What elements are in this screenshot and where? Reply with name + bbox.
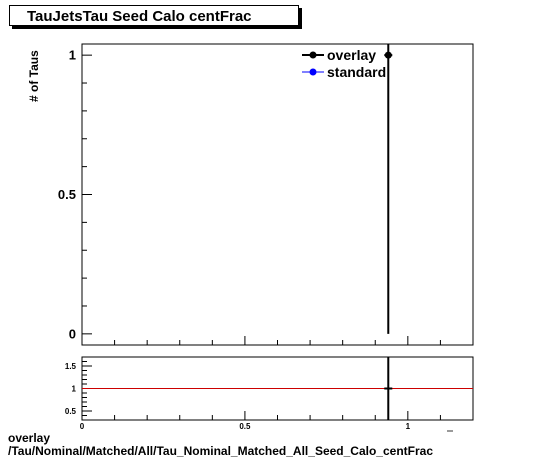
legend-standard-label: standard [327,64,386,80]
ratio-y-tick-label: 1.5 [65,362,77,371]
legend-standard-marker [309,68,317,76]
legend-overlay-marker [309,51,317,59]
ratio-x-tick-label: 0.5 [239,422,251,431]
main-ticks: 00.51 [58,48,474,345]
chart-title: TauJetsTau Seed Calo centFrac [9,5,299,26]
legend: overlay standard [302,47,386,80]
main-y-tick-label: 0 [69,326,76,341]
legend-overlay-label: overlay [327,47,376,63]
main-marks [384,44,393,334]
ratio-y-tick-label: 0.5 [65,407,77,416]
main-y-tick-label: 1 [69,48,76,63]
main-plot-frame [81,43,474,346]
ratio-marks [82,357,473,420]
y-axis-label: # of Taus [27,50,41,102]
ratio-x-tick-label: 1 [406,422,411,431]
ratio-ticks: 0.511.50 0.5 1 [65,356,474,431]
main-data-point [384,51,392,59]
ratio-x-tick-label: 0 [80,422,85,431]
footer-line-1: overlay [8,431,51,445]
footer: overlay /Tau/Nominal/Matched/All/Tau_Nom… [8,432,433,458]
ratio-y-tick-label: 1 [72,384,77,393]
footer-line-2: /Tau/Nominal/Matched/All/Tau_Nominal_Mat… [8,444,433,458]
main-y-tick-label: 0.5 [58,187,76,202]
